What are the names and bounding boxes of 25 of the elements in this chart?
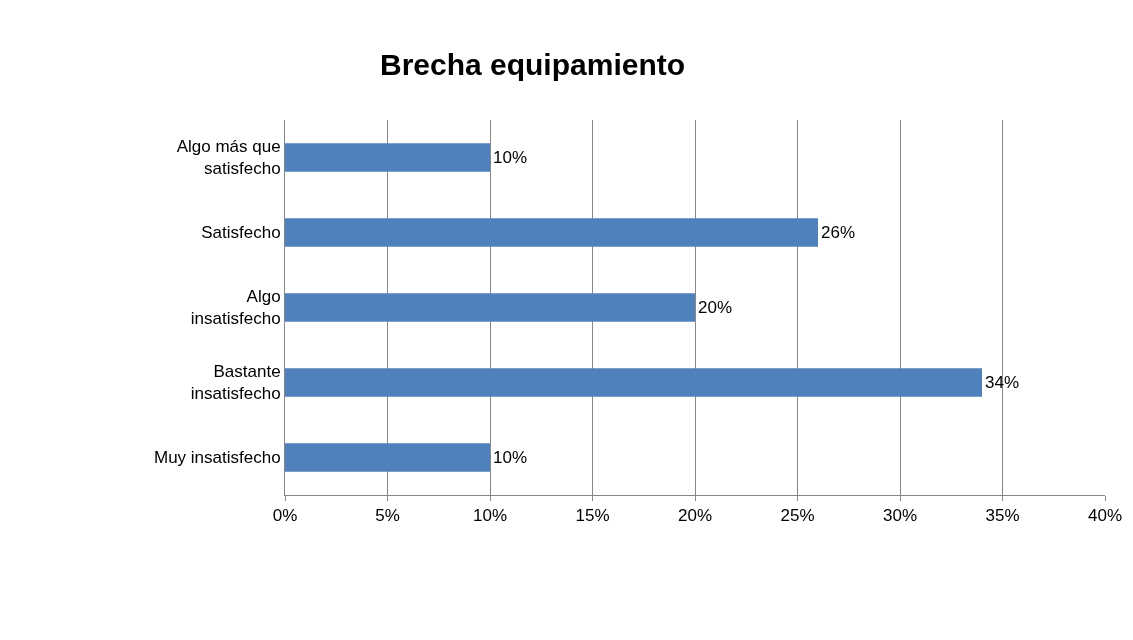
x-tick-label: 0%: [272, 506, 298, 526]
x-tick-label: 5%: [375, 506, 400, 526]
y-tick-label: Algo más que satisfecho: [176, 137, 281, 179]
x-tick-label: 40%: [1087, 506, 1123, 526]
y-tick-label: Satisfecho: [201, 223, 281, 243]
data-label: 10%: [493, 448, 528, 467]
data-label: 20%: [698, 298, 733, 317]
x-tick-label: 25%: [780, 506, 815, 526]
x-tick-label: 20%: [677, 506, 713, 526]
y-tick-label: Algo insatisfecho: [190, 287, 281, 329]
x-tick-label: 10%: [472, 506, 508, 526]
chart-title: Brecha equipamiento: [379, 47, 686, 81]
data-label: 10%: [493, 148, 528, 167]
bar: [285, 218, 818, 247]
y-tick-label: Muy insatisfecho: [153, 448, 281, 468]
bar: [285, 143, 490, 172]
x-tick-label: 15%: [575, 506, 610, 526]
x-tick-label: 30%: [882, 506, 918, 526]
y-tick-label: Bastante insatisfecho: [190, 362, 281, 404]
data-label: 26%: [821, 223, 856, 242]
data-label: 34%: [985, 373, 1020, 392]
bar: [285, 293, 695, 322]
x-tick-label: 35%: [985, 506, 1020, 526]
bar: [285, 443, 490, 472]
bar: [285, 368, 982, 397]
